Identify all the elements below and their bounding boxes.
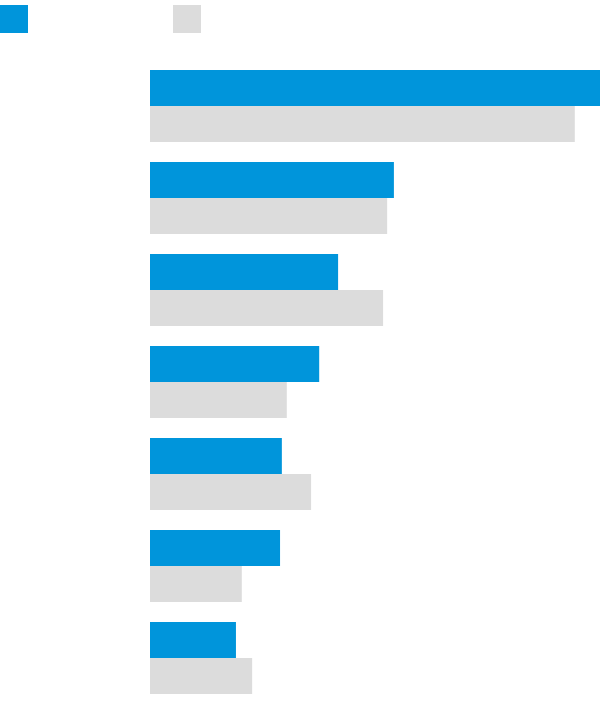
- legend-swatch: [173, 5, 201, 33]
- bar: [150, 622, 236, 658]
- bar: [150, 198, 388, 234]
- bar: [150, 566, 242, 602]
- bar: [150, 346, 320, 382]
- bar: [150, 474, 312, 510]
- bar: [150, 382, 287, 418]
- bar: [150, 162, 394, 198]
- bar: [150, 70, 600, 106]
- bar: [150, 530, 281, 566]
- legend-swatch: [0, 5, 28, 33]
- bar: [150, 438, 282, 474]
- bar: [150, 290, 384, 326]
- bar: [150, 254, 339, 290]
- bar: [150, 106, 575, 142]
- bar: [150, 658, 253, 694]
